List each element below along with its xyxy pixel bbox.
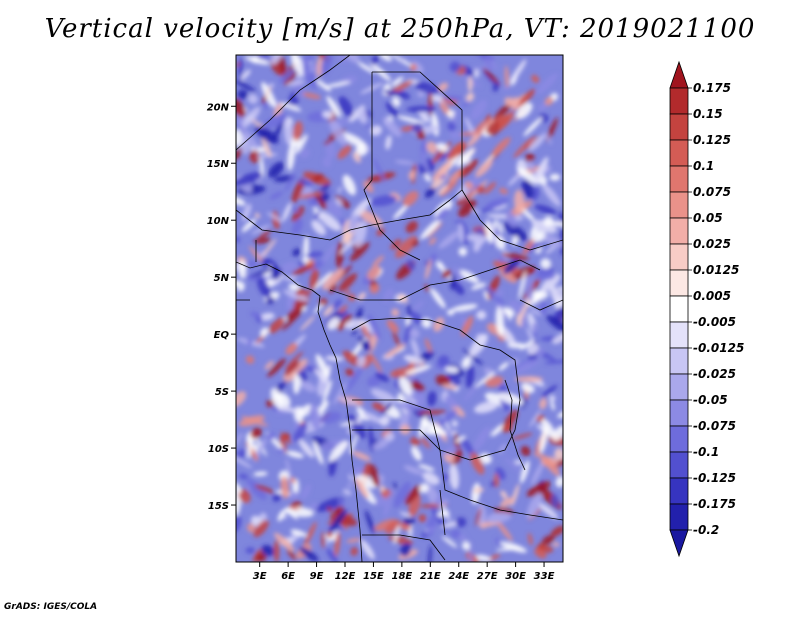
colorbar-segment-3	[669, 139, 689, 167]
colorbar-label-3: 0.1	[693, 159, 714, 173]
grads-credit: GrADS: IGES/COLA	[4, 602, 98, 612]
x-tick-label-5: 18E	[391, 571, 412, 582]
x-tick-label-9: 30E	[505, 571, 526, 582]
y-tick-label-1: 15N	[207, 159, 230, 170]
y-axis: 20N 15N 10N 5N EQ 5S 10S 15S	[207, 102, 236, 512]
x-tick-label-0: 3E	[253, 571, 267, 582]
colorbar-segment-14	[669, 425, 689, 453]
colorbar-label-10: -0.0125	[693, 341, 744, 355]
colorbar-label-15: -0.125	[693, 471, 736, 485]
colorbar-label-1: 0.15	[693, 107, 723, 121]
border-lakes	[504, 379, 526, 471]
colorbar-label-8: 0.005	[693, 289, 731, 303]
border-north-1	[236, 55, 351, 151]
y-tick-label-3: 5N	[214, 273, 230, 284]
colorbar-segment-15	[669, 451, 689, 479]
map-plot-area	[236, 55, 563, 562]
colorbar-segment-10	[669, 321, 689, 349]
colorbar-segment-8	[669, 269, 689, 297]
map-frame	[235, 54, 564, 563]
border-south-1	[352, 429, 563, 521]
x-tick-label-8: 27E	[477, 571, 498, 582]
y-tick-label-2: 10N	[207, 216, 230, 227]
border-chad	[363, 72, 421, 261]
x-tick-label-4: 15E	[363, 571, 384, 582]
colorbar-label-13: -0.075	[693, 419, 736, 433]
colorbar-label-12: -0.05	[693, 393, 728, 407]
y-tick-label-0: 20N	[207, 102, 230, 113]
x-tick-label-1: 6E	[281, 571, 295, 582]
colorbar-segment-6	[669, 217, 689, 245]
colorbar-label-7: 0.0125	[693, 263, 739, 277]
colorbar-segment-18	[669, 529, 689, 558]
border-east	[519, 299, 563, 311]
colorbar-segment-11	[669, 347, 689, 375]
border-sudan	[461, 189, 563, 251]
colorbar-segment-7	[669, 243, 689, 271]
x-tick-label-6: 21E	[420, 571, 441, 582]
coastline	[236, 261, 363, 562]
x-tick-label-10: 33E	[534, 571, 555, 582]
colorbar-segment-9	[669, 295, 689, 323]
colorbar-label-2: 0.125	[693, 133, 731, 147]
colorbar: 0.175 0.15 0.125 0.1 0.075 0.05 0.025 0.0125 0.0…	[669, 60, 744, 558]
y-tick-label-5: 5S	[215, 387, 229, 398]
colorbar-label-4: 0.075	[693, 185, 731, 199]
y-tick-label-7: 15S	[208, 501, 229, 512]
chart-svg: 3E 6E 9E 12E 15E 18E 21E 24E 27E 30E 33E 20N 15N 10N…	[207, 54, 744, 582]
border-angola	[439, 489, 446, 536]
colorbar-segment-0	[669, 60, 689, 89]
x-tick-label-7: 24E	[448, 571, 469, 582]
colorbar-label-0: 0.175	[693, 81, 731, 95]
y-tick-label-6: 10S	[208, 444, 229, 455]
colorbar-segment-4	[669, 165, 689, 193]
colorbar-label-11: -0.025	[693, 367, 736, 381]
colorbar-label-5: 0.05	[693, 211, 723, 225]
border-drc	[351, 317, 521, 461]
border-sahel	[236, 199, 451, 241]
chart-title: Vertical velocity [m/s] at 250hPa, VT: 2…	[44, 14, 756, 44]
country-borders	[236, 55, 563, 562]
colorbar-label-16: -0.175	[693, 497, 736, 511]
x-tick-label-2: 9E	[310, 571, 324, 582]
colorbar-label-17: -0.2	[693, 523, 719, 537]
colorbar-label-14: -0.1	[693, 445, 719, 459]
x-axis: 3E 6E 9E 12E 15E 18E 21E 24E 27E 30E 33E	[253, 562, 555, 582]
colorbar-segment-17	[669, 503, 689, 531]
colorbar-label-9: -0.005	[693, 315, 736, 329]
y-tick-label-4: EQ	[214, 330, 230, 341]
colorbar-segment-13	[669, 399, 689, 427]
border-central	[329, 259, 541, 301]
colorbar-segment-5	[669, 191, 689, 219]
x-tick-label-3: 12E	[335, 571, 356, 582]
border-south-2	[362, 534, 446, 561]
colorbar-segment-1	[669, 87, 689, 115]
border-north-2	[372, 71, 463, 201]
colorbar-segment-16	[669, 477, 689, 505]
border-west-1	[236, 240, 257, 301]
colorbar-segment-2	[669, 113, 689, 141]
colorbar-segment-12	[669, 373, 689, 401]
velocity-field	[236, 55, 563, 562]
colorbar-label-6: 0.025	[693, 237, 731, 251]
